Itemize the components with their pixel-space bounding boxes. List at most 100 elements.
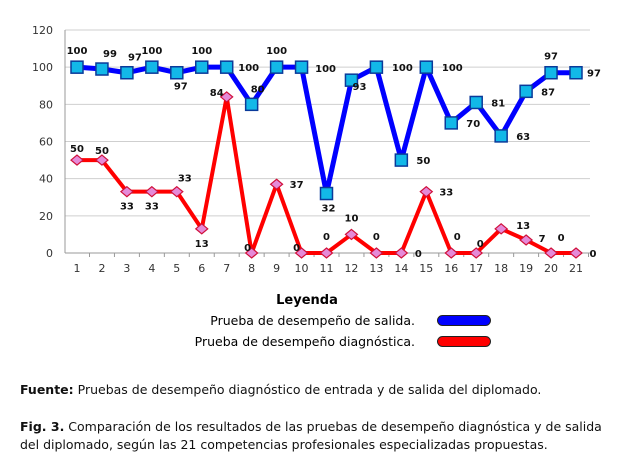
data-point-salida [419,60,434,74]
data-point-diagnostica [144,185,159,198]
x-tick-label: 4 [148,262,155,275]
data-label: 0 [477,239,484,250]
figure-caption: Fig. 3. Comparación de los resultados de… [20,418,620,454]
data-label: 81 [491,98,505,109]
y-tick-label: 120 [32,24,53,37]
data-point-diagnostica [344,228,359,241]
data-label: 0 [373,232,380,243]
data-label: 13 [516,221,530,232]
x-tick-label: 19 [519,262,533,275]
data-label: 100 [67,46,88,57]
data-point-diagnostica [419,185,434,198]
x-tick-label: 14 [394,262,408,275]
data-label: 0 [558,233,565,244]
data-label: 13 [195,239,209,250]
data-point-salida [469,95,483,110]
data-label: 50 [416,156,430,167]
data-label: 0 [323,232,330,243]
data-point-diagnostica [244,247,259,259]
x-tick-label: 12 [344,262,358,275]
data-label: 100 [191,46,212,57]
data-label: 87 [541,87,555,98]
data-label: 99 [103,49,117,60]
data-label: 7 [539,234,546,245]
data-point-salida [294,60,309,74]
data-point-diagnostica [319,247,334,259]
x-tick-label: 16 [444,262,458,275]
data-label: 97 [544,52,558,63]
y-tick-label: 100 [32,61,53,74]
data-label: 97 [587,69,601,80]
y-tick-label: 20 [39,210,53,223]
x-tick-label: 8 [248,262,255,275]
legend-swatch-salida [437,315,491,326]
caption-label: Fig. 3. [20,419,65,434]
source-label: Fuente: [20,382,74,397]
data-label: 37 [290,180,304,191]
x-tick-label: 15 [419,262,433,275]
data-label: 100 [141,46,162,57]
y-tick-label: 60 [39,136,53,149]
data-label: 80 [251,84,265,95]
x-tick-label: 18 [494,262,508,275]
source-note: Fuente: Pruebas de desempeño diagnóstico… [20,381,620,399]
data-point-salida [195,60,209,74]
x-tick-label: 1 [74,262,81,275]
x-tick-label: 2 [98,262,105,275]
data-point-salida [394,153,409,167]
data-point-diagnostica [219,91,234,103]
data-label: 63 [516,132,530,143]
data-label: 33 [145,202,159,213]
data-point-salida [219,60,234,74]
data-label: 32 [322,204,336,215]
data-point-salida [369,60,384,74]
y-tick-label: 40 [39,173,53,186]
data-point-diagnostica [369,247,384,259]
data-point-salida [319,186,334,201]
x-tick-label: 11 [320,262,334,275]
data-point-diagnostica [95,154,109,166]
data-label: 50 [95,146,109,157]
x-tick-label: 20 [544,262,558,275]
y-tick-label: 80 [39,98,53,111]
data-point-salida [269,60,284,74]
data-label: 100 [392,63,413,74]
data-label: 50 [70,144,84,155]
legend-swatch-diagnostica [437,336,491,347]
data-point-diagnostica [70,154,84,166]
data-point-salida [519,84,533,99]
data-label: 100 [238,63,259,74]
data-label: 10 [344,213,358,224]
data-label: 84 [210,88,224,99]
data-label: 100 [266,46,287,57]
x-tick-label: 21 [569,262,583,275]
data-label: 33 [439,188,453,199]
data-point-salida [444,116,458,130]
x-tick-label: 3 [123,262,130,275]
data-point-diagnostica [269,178,284,191]
data-point-diagnostica [469,247,484,259]
data-label: 0 [244,243,251,254]
data-label: 97 [128,53,142,64]
data-label: 100 [315,64,336,75]
data-label: 0 [590,249,597,260]
y-tick-label: 0 [46,247,53,260]
x-tick-label: 9 [273,262,280,275]
data-point-diagnostica [494,223,509,235]
x-tick-label: 17 [469,262,483,275]
data-point-diagnostica [119,185,134,198]
data-point-diagnostica [444,247,459,259]
data-label: 100 [442,63,463,74]
data-point-salida [70,60,84,74]
legend-label-salida: Prueba de desempeño de salida. [210,313,415,328]
x-tick-label: 7 [223,262,230,275]
data-point-salida [244,97,259,112]
data-label: 0 [454,232,461,243]
x-tick-label: 6 [198,262,205,275]
data-point-salida [120,65,134,80]
data-point-diagnostica [394,247,409,259]
source-text: Pruebas de desempeño diagnóstico de entr… [73,382,542,397]
data-label: 0 [415,249,422,260]
data-point-salida [145,60,159,74]
